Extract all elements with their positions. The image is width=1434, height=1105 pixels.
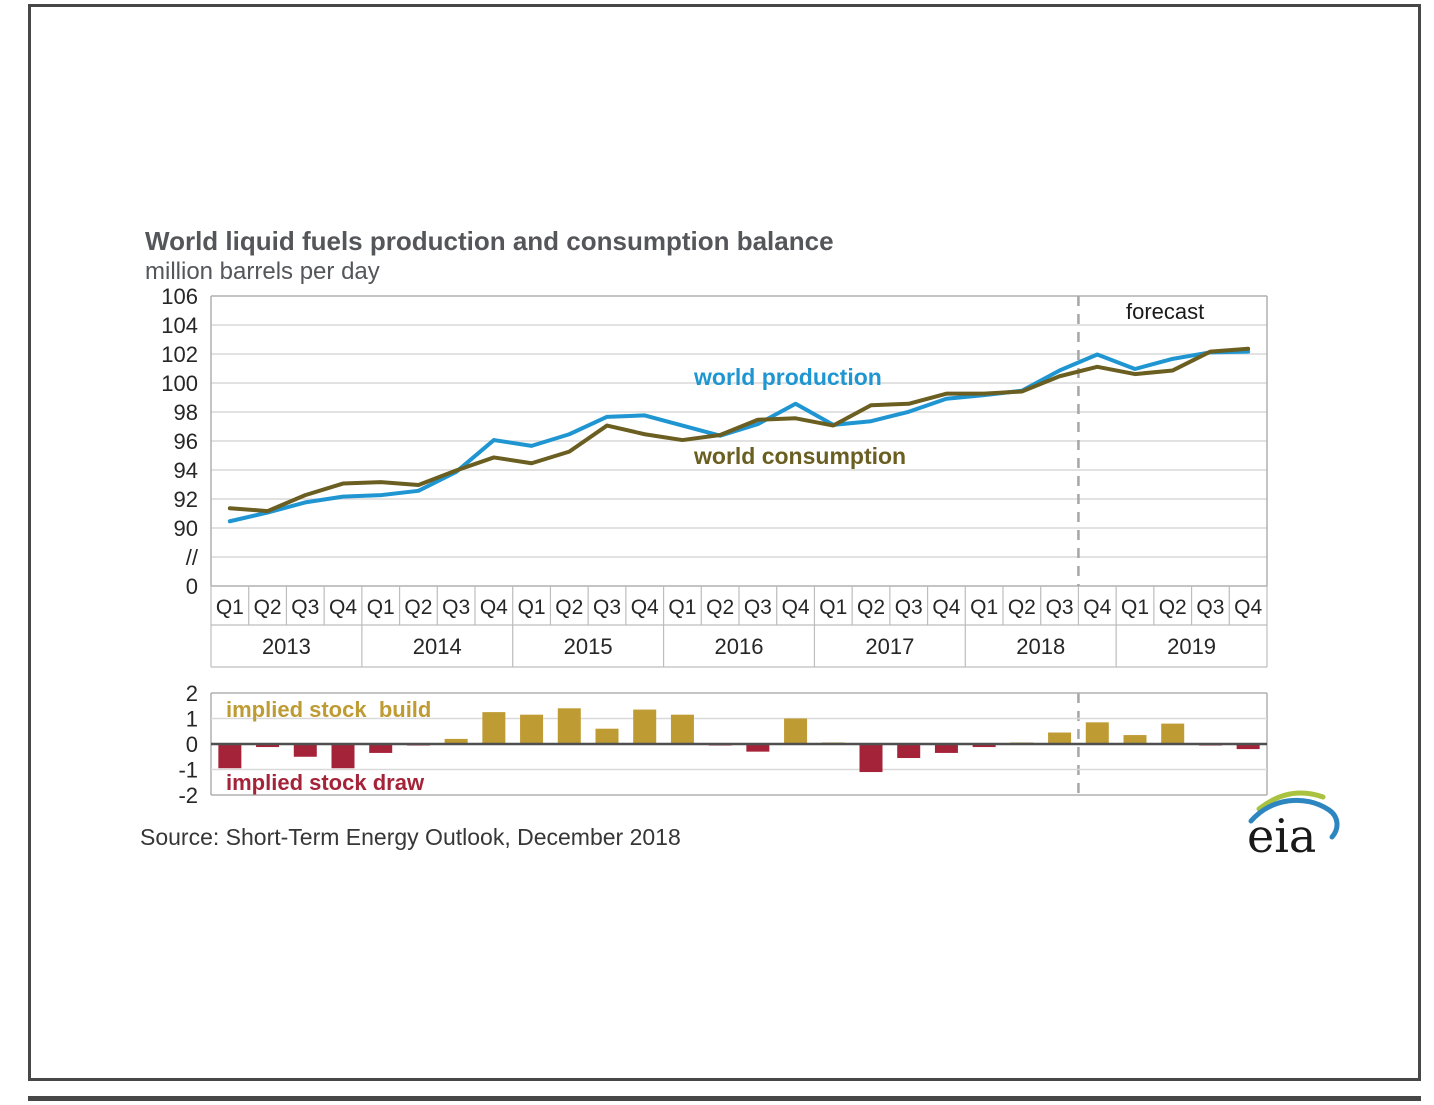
- next-page-top-border: [28, 1096, 1421, 1101]
- stock-build-bar: [633, 709, 657, 744]
- stock-build-bar: [1161, 723, 1185, 744]
- stock-draw-bar: [897, 744, 921, 759]
- quarter-label: Q3: [895, 596, 923, 619]
- page-frame: [28, 4, 1421, 1081]
- y-tick-label: 94: [174, 458, 198, 483]
- bar-y-tick-label: -2: [178, 783, 198, 808]
- stock-draw-bar: [972, 744, 996, 748]
- production-line: [227, 349, 1251, 524]
- stock-draw-bar: [256, 744, 280, 748]
- stock-build-bar: [520, 714, 544, 744]
- quarter-label: Q4: [329, 596, 357, 619]
- y-tick-label: 104: [161, 313, 198, 338]
- y-tick-label: //: [186, 545, 199, 570]
- stock-draw-bar: [369, 744, 393, 753]
- world-production-series-label: world production: [694, 364, 882, 390]
- quarter-label: Q1: [668, 596, 696, 619]
- quarter-label: Q2: [555, 596, 583, 619]
- quarter-label: Q4: [480, 596, 508, 619]
- implied-stock-draw-label: implied stock draw: [226, 770, 425, 795]
- stock-build-bar: [1048, 732, 1072, 744]
- quarter-label: Q2: [706, 596, 734, 619]
- stock-draw-bar: [746, 744, 770, 752]
- quarter-label: Q4: [631, 596, 659, 619]
- eia-logo-green-arc: [1256, 790, 1326, 812]
- y-tick-label: 96: [174, 429, 198, 454]
- quarter-label: Q2: [404, 596, 432, 619]
- quarter-label: Q2: [254, 596, 282, 619]
- quarter-label: Q2: [1008, 596, 1036, 619]
- stock-build-bar: [1085, 722, 1109, 744]
- y-tick-label: 0: [186, 574, 198, 599]
- stock-build-bar: [482, 712, 506, 744]
- implied-stock-build-label: implied stock build: [226, 697, 432, 722]
- consumption-line: [227, 346, 1251, 514]
- eia-logo-graphic: eia: [1247, 790, 1340, 863]
- world-consumption-series-label: world consumption: [694, 443, 907, 469]
- year-label: 2015: [564, 634, 613, 659]
- stock-build-bar: [784, 718, 808, 744]
- forecast-label: forecast: [1126, 299, 1205, 324]
- quarter-label: Q1: [518, 596, 546, 619]
- stock-draw-bar: [218, 744, 242, 769]
- eia-logo: eia: [1243, 782, 1343, 863]
- stock-draw-bar: [934, 744, 958, 753]
- source-citation: Source: Short-Term Energy Outlook, Decem…: [140, 824, 681, 850]
- quarter-label: Q4: [782, 596, 810, 619]
- quarter-label: Q3: [1046, 596, 1074, 619]
- stock-build-bar: [444, 738, 468, 744]
- bar-y-tick-label: -1: [178, 758, 198, 783]
- stock-draw-bar: [293, 744, 317, 757]
- stock-build-bar: [595, 728, 619, 744]
- stock-draw-bar: [331, 744, 355, 769]
- quarter-label: Q1: [819, 596, 847, 619]
- stock-draw-bar: [859, 744, 883, 773]
- year-label: 2019: [1167, 634, 1216, 659]
- year-label: 2013: [262, 634, 311, 659]
- stock-build-bar: [670, 714, 694, 744]
- y-tick-label: 90: [174, 516, 198, 541]
- quarter-label: Q4: [1234, 596, 1262, 619]
- quarter-label: Q4: [1083, 596, 1111, 619]
- year-label: 2014: [413, 634, 462, 659]
- quarter-label: Q1: [1121, 596, 1149, 619]
- year-label: 2018: [1016, 634, 1065, 659]
- y-tick-label: 102: [161, 342, 198, 367]
- y-tick-label: 106: [161, 284, 198, 309]
- quarter-label: Q3: [1196, 596, 1224, 619]
- quarter-label: Q4: [932, 596, 960, 619]
- quarter-label: Q3: [291, 596, 319, 619]
- quarter-label: Q1: [970, 596, 998, 619]
- year-label: 2017: [865, 634, 914, 659]
- bar-y-tick-label: 0: [186, 732, 198, 757]
- quarter-label: Q1: [367, 596, 395, 619]
- quarter-label: Q3: [442, 596, 470, 619]
- quarter-label: Q3: [744, 596, 772, 619]
- bar-y-tick-label: 2: [186, 681, 198, 706]
- chart-title: World liquid fuels production and consum…: [145, 226, 834, 256]
- quarter-label: Q2: [857, 596, 885, 619]
- stock-build-bar: [1123, 735, 1147, 744]
- stock-draw-bar: [1236, 744, 1260, 750]
- bar-y-tick-label: 1: [186, 707, 198, 732]
- quarter-label: Q2: [1159, 596, 1187, 619]
- stock-build-bar: [557, 708, 581, 744]
- quarter-label: Q3: [593, 596, 621, 619]
- eia-logo-blue-arc: [1248, 797, 1340, 840]
- year-label: 2016: [715, 634, 764, 659]
- y-tick-label: 100: [161, 371, 198, 396]
- eia-logo-text: eia: [1247, 809, 1316, 860]
- y-tick-label: 92: [174, 487, 198, 512]
- y-tick-label: 98: [174, 400, 198, 425]
- chart-units-subtitle: million barrels per day: [145, 258, 380, 285]
- quarter-label: Q1: [216, 596, 244, 619]
